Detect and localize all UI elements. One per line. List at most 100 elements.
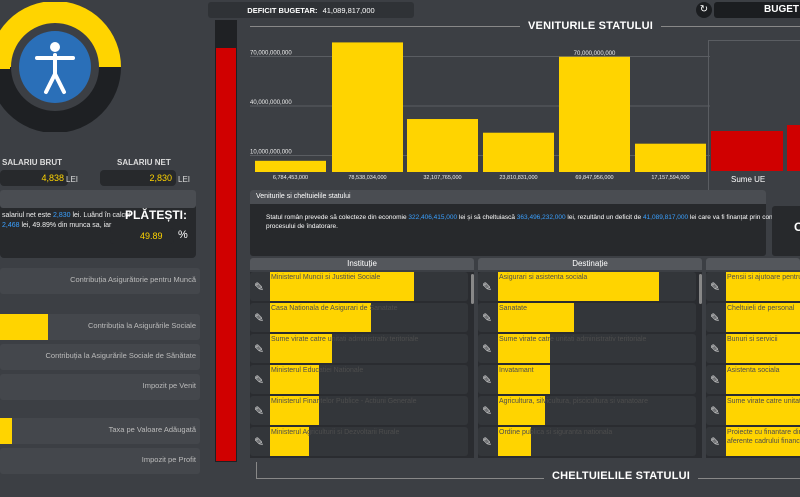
table-row-bar [498, 272, 660, 301]
table-row-label: Proiecte cu finantare din [727, 429, 800, 436]
person-icon [35, 42, 75, 94]
contribution-row[interactable]: Impozit pe Profit [0, 448, 200, 474]
chart-category-label: 78,538,034,000 [348, 175, 386, 180]
salariu-net-input[interactable]: 2,830 [100, 170, 176, 186]
contribution-label: Taxa pe Valoare Adăugată [108, 425, 196, 434]
chart-bar [635, 143, 706, 172]
summary-panel: Veniturile si cheltuielile statului Stat… [250, 190, 796, 256]
contribution-row[interactable]: Impozit pe Venit [0, 374, 200, 400]
chart-bar [483, 132, 554, 172]
edit-pencil-icon[interactable]: ✎ [482, 342, 493, 356]
col-header-destinatie[interactable]: Destinație [478, 258, 702, 270]
table-row-label: Ministerul Agriculturii si Dezvoltarii R… [271, 429, 400, 436]
chart-ytick-label: 70,000,000,000 [250, 51, 292, 57]
avatar-ring [0, 1, 128, 133]
salariu-brut-input[interactable]: 4,838 [0, 170, 68, 186]
table-row[interactable]: ✎ Sanatate [478, 303, 696, 332]
buget-label: BUGET 20 [764, 4, 800, 15]
table-row-label: Asigurari si asistenta sociala [499, 274, 588, 281]
table-row-label: Ministerul Educatiei Nationale [271, 367, 364, 374]
edit-pencil-icon[interactable]: ✎ [710, 311, 721, 325]
salariu-net-value: 2,830 [149, 173, 172, 183]
table-row[interactable]: ✎ Bunuri si servicii [706, 334, 800, 363]
edit-pencil-icon[interactable]: ✎ [254, 435, 265, 449]
scrollbar-col2[interactable] [699, 274, 702, 304]
contribution-row[interactable]: Contribuția Asigurătorie pentru Muncă [0, 268, 200, 294]
deficit-value: 41,089,817,000 [322, 5, 375, 15]
table-row[interactable]: ✎ Ministerul Educatiei Nationale [250, 365, 468, 394]
edit-pencil-icon[interactable]: ✎ [482, 280, 493, 294]
table-row-label: Sume virate catre unitati administrativ … [499, 336, 647, 343]
col-header-3[interactable] [706, 258, 800, 270]
table-row[interactable]: ✎ Casa Nationala de Asigurari de Sanatate [250, 303, 468, 332]
table-row-bar [726, 365, 800, 394]
salariu-net-label: SALARIU NET [117, 158, 171, 167]
platesti-label: PLĂTEȘTI: [125, 208, 187, 222]
edit-pencil-icon[interactable]: ✎ [710, 280, 721, 294]
table-row[interactable]: ✎ Ministerul Agriculturii si Dezvoltarii … [250, 427, 468, 456]
table-row-label: Casa Nationala de Asigurari de Sanatate [271, 305, 398, 312]
table-row[interactable]: ✎ Sume virate catre unitat [706, 396, 800, 425]
chart-category-label: 6,784,453,000 [273, 175, 308, 180]
edit-pencil-icon[interactable]: ✎ [482, 435, 493, 449]
table-row[interactable]: ✎ Ordine publica si siguranta nationala [478, 427, 696, 456]
table-row-label: Pensii si ajutoare pentru [727, 274, 800, 281]
contribution-label: Impozit pe Venit [142, 381, 196, 390]
table-row[interactable]: ✎ Cheltuieli de personal [706, 303, 800, 332]
currency-label-brut: LEI [66, 175, 79, 184]
contribution-row[interactable]: Taxa pe Valoare Adăugată [0, 418, 200, 444]
table-row-bar [726, 427, 800, 456]
table-row-bar [270, 427, 309, 456]
info-line-1: salariul net este 2,830 lei. Luând în ca… [2, 212, 131, 219]
table-row-bar [498, 334, 551, 363]
table-row-label: Invatamant [499, 367, 534, 374]
edit-pencil-icon[interactable]: ✎ [710, 435, 721, 449]
refresh-button[interactable]: ↻ [696, 2, 712, 18]
table-row[interactable]: ✎ Asigurari si asistenta sociala [478, 272, 696, 301]
edit-pencil-icon[interactable]: ✎ [254, 404, 265, 418]
table-row-label: Bunuri si servicii [727, 336, 778, 343]
scrollbar-col1[interactable] [471, 274, 474, 304]
table-row[interactable]: ✎ Pensii si ajutoare pentru [706, 272, 800, 301]
contribution-row[interactable]: Contribuția la Asigurările Sociale de Să… [0, 344, 200, 370]
contribution-label: Contribuția Asigurătorie pentru Muncă [70, 275, 196, 284]
col-header-institutie[interactable]: Instituție [250, 258, 474, 270]
menu-icon[interactable] [0, 62, 10, 70]
table-row[interactable]: ✎ Sume virate catre unitati administrativ… [250, 334, 468, 363]
edit-pencil-icon[interactable]: ✎ [254, 373, 265, 387]
table-container: Instituție Destinație ✎ Ministerul Muncii… [250, 258, 800, 458]
deficit-gauge-fill [216, 48, 236, 461]
table-row[interactable]: ✎ Ministerul Finantelor Publice - Actiuni… [250, 396, 468, 425]
table-row-bar [270, 396, 319, 425]
table-row-label: aferente cadrului financia [727, 438, 800, 445]
table-row-bar [726, 396, 800, 425]
info-panel: salariul net este 2,830 lei. Luând în ca… [0, 190, 196, 258]
table-row-label: Ordine publica si siguranta nationala [499, 429, 613, 436]
table-row-label: Cheltuieli de personal [727, 305, 795, 312]
edit-pencil-icon[interactable]: ✎ [710, 373, 721, 387]
edit-pencil-icon[interactable]: ✎ [482, 311, 493, 325]
table-row[interactable]: ✎ Invatamant [478, 365, 696, 394]
edit-pencil-icon[interactable]: ✎ [254, 280, 265, 294]
table-row-bar [498, 365, 551, 394]
table-row[interactable]: ✎ Asistenta sociala [706, 365, 800, 394]
table-row[interactable]: ✎ Agricultura, silvicultura, piscicultura… [478, 396, 696, 425]
contribution-fill [0, 314, 48, 340]
table-row-label: Sanatate [499, 305, 528, 312]
table-row-bar [498, 427, 531, 456]
buget-selector[interactable]: BUGET 20 [714, 2, 800, 18]
table-row-bar [498, 303, 574, 332]
contribution-fill [0, 418, 12, 444]
table-row-bar [498, 396, 545, 425]
table-row[interactable]: ✎ Ministerul Muncii si Justitiei Sociale [250, 272, 468, 301]
edit-pencil-icon[interactable]: ✎ [482, 373, 493, 387]
edit-pencil-icon[interactable]: ✎ [254, 311, 265, 325]
chart-bar [332, 42, 403, 172]
table-row[interactable]: ✎ Proiecte cu finantare din aferente cadru… [706, 427, 800, 456]
edit-pencil-icon[interactable]: ✎ [710, 404, 721, 418]
edit-pencil-icon[interactable]: ✎ [254, 342, 265, 356]
contribution-row[interactable]: Contribuția la Asigurările Sociale [0, 314, 200, 340]
edit-pencil-icon[interactable]: ✎ [482, 404, 493, 418]
edit-pencil-icon[interactable]: ✎ [710, 342, 721, 356]
table-row[interactable]: ✎ Sume virate catre unitati administrativ… [478, 334, 696, 363]
